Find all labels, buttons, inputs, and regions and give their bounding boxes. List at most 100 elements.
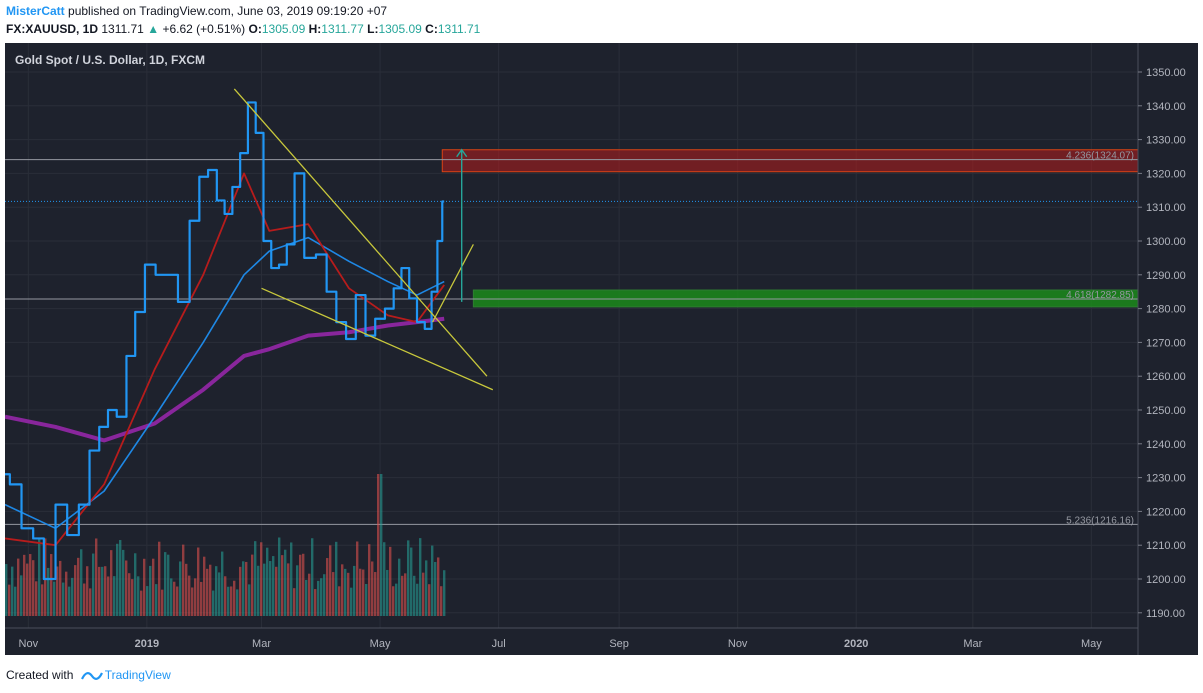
chart-background — [5, 43, 1198, 655]
volume-bar — [308, 573, 311, 616]
x-tick-label: Mar — [963, 638, 982, 650]
y-tick-label: 1240.00 — [1146, 439, 1186, 451]
price-axis[interactable]: 1350.00 1340.00 1330.00 1320.00 1310.00 1300.… — [1138, 67, 1186, 620]
volume-bar — [404, 573, 407, 616]
volume-bar — [173, 581, 176, 616]
x-tick-label: Jul — [492, 638, 506, 650]
price-change: +6.62 (+0.51%) — [162, 22, 246, 36]
volume-bar — [128, 573, 131, 616]
volume-bar — [191, 587, 194, 616]
volume-bar — [422, 572, 425, 616]
volume-bar — [71, 577, 74, 616]
volume-bar — [149, 565, 152, 616]
volume-bar — [326, 558, 329, 616]
volume-bar — [89, 588, 92, 616]
volume-bar — [254, 541, 257, 616]
fib-level-label: 4.618(1282.85) — [1066, 290, 1134, 301]
volume-bar — [248, 584, 251, 616]
time-axis[interactable]: Nov 2019 Mar May Jul Sep Nov 2020 Mar May — [19, 638, 1103, 650]
y-tick-label: 1210.00 — [1146, 540, 1186, 552]
volume-bar — [101, 566, 104, 616]
volume-bar — [77, 557, 80, 616]
wedge-lower-line — [261, 287, 494, 391]
volume-bar — [62, 582, 65, 616]
volume-bar — [29, 554, 32, 616]
volume-bar — [377, 474, 380, 616]
volume-bar — [32, 560, 35, 616]
volume-bar — [41, 584, 44, 616]
volume-bar — [233, 580, 236, 616]
author-name[interactable]: MisterCatt — [6, 4, 65, 18]
x-tick-label: May — [370, 638, 391, 650]
y-tick-label: 1290.00 — [1146, 270, 1186, 282]
volume-bar — [188, 575, 191, 616]
y-tick-label: 1190.00 — [1146, 608, 1185, 620]
volume-bar — [140, 590, 143, 616]
x-tick-label: May — [1081, 638, 1102, 650]
volume-bar — [425, 560, 428, 616]
volume-bar — [263, 563, 266, 616]
volume-bar — [95, 538, 98, 616]
volume-bar — [296, 565, 299, 616]
volume-bar — [353, 565, 356, 616]
volume-bar — [359, 568, 362, 616]
volume-bar — [5, 564, 8, 616]
y-tick-label: 1350.00 — [1146, 67, 1186, 79]
volume-bar — [104, 566, 107, 616]
ma-slow-series — [4, 236, 445, 530]
volume-bar — [350, 587, 353, 616]
price-chart[interactable]: 4.236(1324.07) 4.618(1282.85) 5.236(1216.1… — [4, 43, 1198, 655]
price-series — [5, 101, 445, 581]
chart-title: Gold Spot / U.S. Dollar, 1D, FXCM — [15, 53, 205, 67]
volume-bar — [275, 566, 278, 616]
volume-bar — [23, 554, 26, 616]
volume-bar — [317, 580, 320, 616]
volume-bar — [434, 561, 437, 616]
volume-bar — [47, 567, 50, 616]
volume-bar — [200, 581, 203, 616]
volume-bar — [74, 565, 77, 616]
volume-bar — [20, 575, 23, 616]
close-label: C: — [425, 22, 438, 36]
chart-container[interactable]: 4.236(1324.07) 4.618(1282.85) 5.236(1216.1… — [4, 43, 1198, 655]
volume-bar — [35, 581, 38, 616]
volume-bar — [164, 552, 167, 616]
volume-bar — [320, 578, 323, 616]
x-tick-label: Mar — [252, 638, 271, 650]
breakout-line — [431, 244, 474, 323]
volume-bar — [65, 571, 68, 616]
volume-bar — [44, 538, 47, 616]
volume-bar — [311, 538, 314, 616]
volume-bar — [413, 575, 416, 616]
volume-bar — [203, 556, 206, 616]
volume-bar — [113, 576, 116, 616]
volume-bar — [26, 563, 29, 616]
x-tick-label: Nov — [728, 638, 748, 650]
volume-bar — [416, 583, 419, 616]
volume-bar — [215, 566, 218, 616]
published-text: published on TradingView.com, June 03, 2… — [68, 4, 388, 18]
y-tick-label: 1340.00 — [1146, 101, 1186, 113]
volume-bar — [419, 538, 422, 616]
volume-bar — [59, 560, 62, 616]
x-tick-label: Nov — [19, 638, 39, 650]
volume-bar — [50, 554, 53, 616]
volume-bar — [14, 586, 17, 616]
volume-bar — [11, 566, 14, 616]
volume-bar — [158, 541, 161, 616]
low-label: L: — [367, 22, 379, 36]
volume-bar — [398, 558, 401, 616]
volume-bar — [80, 549, 83, 616]
volume-bar — [374, 572, 377, 616]
volume-bar — [122, 549, 125, 616]
volume-bar — [257, 565, 260, 616]
volume-bar — [230, 586, 233, 616]
symbol-label: FX:XAUUSD, 1D — [6, 22, 99, 36]
ma-fast-series — [4, 172, 445, 547]
volume-bar — [437, 557, 440, 616]
series-layer — [4, 101, 445, 581]
volume-bar — [341, 564, 344, 616]
volume-bar — [68, 586, 71, 616]
volume-bar — [362, 569, 365, 616]
tradingview-brand[interactable]: TradingView — [104, 668, 171, 682]
